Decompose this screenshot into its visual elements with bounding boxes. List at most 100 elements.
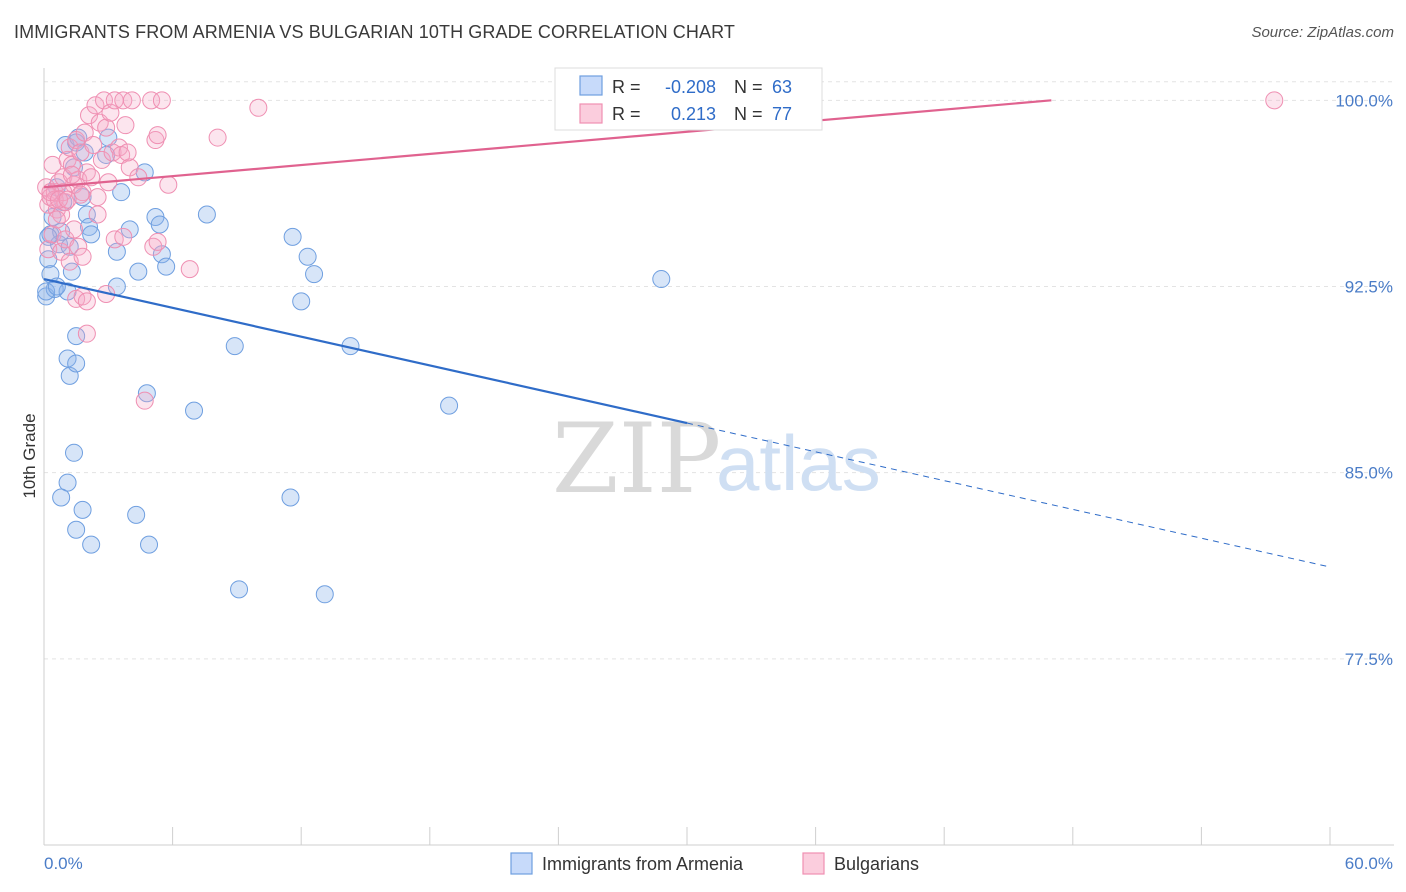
y-axis-label: 10th Grade xyxy=(20,413,39,498)
point-armenia xyxy=(129,262,148,281)
stats-n-value-2: 77 xyxy=(772,104,792,124)
trendline-bulgarians xyxy=(43,99,1052,189)
point-armenia xyxy=(67,354,86,373)
point-bulgarians xyxy=(116,116,135,135)
point-armenia xyxy=(58,473,77,492)
stats-n-value-1: 63 xyxy=(772,77,792,97)
watermark-atlas: atlas xyxy=(716,419,881,507)
point-bulgarians xyxy=(1265,91,1284,110)
x-tick-label-min: 0.0% xyxy=(44,854,83,873)
trend-lines xyxy=(43,99,1331,568)
point-armenia xyxy=(150,215,169,234)
point-bulgarians xyxy=(88,205,107,224)
stats-r-value-1: -0.208 xyxy=(665,77,716,97)
watermark-zip: ZIP xyxy=(552,403,721,515)
point-armenia xyxy=(225,337,244,356)
point-bulgarians xyxy=(159,175,178,194)
point-armenia xyxy=(73,188,92,207)
point-bulgarians xyxy=(86,96,105,115)
watermark: ZIP atlas xyxy=(552,403,881,515)
point-bulgarians xyxy=(47,210,66,229)
point-bulgarians xyxy=(77,324,96,343)
y-tick-label: 77.5% xyxy=(1345,650,1393,669)
point-bulgarians xyxy=(88,188,107,207)
legend: Immigrants from Armenia Bulgarians xyxy=(510,852,919,875)
point-armenia xyxy=(652,270,671,289)
grid-lines xyxy=(44,81,1394,660)
point-bulgarians xyxy=(58,190,77,209)
point-armenia xyxy=(82,535,101,554)
point-bulgarians xyxy=(249,98,268,117)
point-bulgarians xyxy=(65,220,84,239)
point-armenia xyxy=(440,396,459,415)
stats-box: R = -0.208 N = 63 R = 0.213 N = 77 xyxy=(554,67,823,131)
point-bulgarians xyxy=(148,126,167,145)
legend-swatch-armenia xyxy=(510,852,533,875)
point-bulgarians xyxy=(142,91,161,110)
stats-r-value-2: 0.213 xyxy=(671,104,716,124)
point-bulgarians xyxy=(84,136,103,155)
x-tick-label-max: 60.0% xyxy=(1345,854,1393,873)
point-armenia xyxy=(298,247,317,266)
point-bulgarians xyxy=(62,165,81,184)
point-armenia xyxy=(65,443,84,462)
point-bulgarians xyxy=(114,227,133,246)
point-armenia xyxy=(67,327,86,346)
y-tick-label: 92.5% xyxy=(1345,278,1393,297)
point-bulgarians xyxy=(80,106,99,125)
point-bulgarians xyxy=(180,260,199,279)
y-tick-labels: 100.0% 92.5% 85.0% 77.5% xyxy=(1335,91,1393,668)
point-bulgarians xyxy=(122,91,141,110)
point-armenia xyxy=(52,488,71,507)
point-armenia xyxy=(140,535,159,554)
chart-title: IMMIGRANTS FROM ARMENIA VS BULGARIAN 10T… xyxy=(14,22,735,42)
point-bulgarians xyxy=(75,123,94,142)
stats-swatch-blue xyxy=(579,75,603,96)
point-armenia xyxy=(230,580,249,599)
point-bulgarians xyxy=(152,91,171,110)
point-armenia xyxy=(80,217,99,236)
trendline-armenia xyxy=(43,277,688,425)
point-bulgarians xyxy=(97,118,116,137)
point-armenia xyxy=(283,227,302,246)
point-bulgarians xyxy=(118,143,137,162)
point-armenia xyxy=(37,282,56,301)
y-tick-label: 100.0% xyxy=(1335,91,1393,110)
stats-swatch-pink xyxy=(579,103,603,124)
point-armenia xyxy=(197,205,216,224)
point-armenia xyxy=(137,384,156,403)
legend-label-bulgarians: Bulgarians xyxy=(834,854,919,874)
point-armenia xyxy=(67,520,86,539)
point-armenia xyxy=(112,183,131,202)
point-bulgarians xyxy=(148,232,167,251)
point-armenia xyxy=(157,257,176,276)
point-bulgarians xyxy=(77,292,96,311)
point-bulgarians xyxy=(110,138,129,157)
point-armenia xyxy=(292,292,311,311)
point-bulgarians xyxy=(92,150,111,169)
point-armenia xyxy=(185,401,204,420)
stats-r-label-1: R = xyxy=(612,77,641,97)
point-armenia xyxy=(120,220,139,239)
point-bulgarians xyxy=(82,168,101,187)
point-armenia xyxy=(127,505,146,524)
point-bulgarians xyxy=(135,391,154,410)
point-armenia xyxy=(58,349,77,368)
point-bulgarians xyxy=(60,138,79,157)
y-tick-label: 85.0% xyxy=(1345,464,1393,483)
data-points xyxy=(37,91,1284,604)
stats-n-label-2: N = xyxy=(734,104,763,124)
point-bulgarians xyxy=(73,247,92,266)
source-label: Source: ZipAtlas.com xyxy=(1251,24,1394,41)
point-armenia xyxy=(281,488,300,507)
point-bulgarians xyxy=(208,128,227,147)
legend-swatch-bulgarians xyxy=(802,852,825,875)
stats-n-label-1: N = xyxy=(734,77,763,97)
point-armenia xyxy=(73,500,92,519)
stats-r-label-2: R = xyxy=(612,104,641,124)
point-bulgarians xyxy=(69,237,88,256)
x-tick-labels: 0.0% 60.0% xyxy=(44,854,1393,873)
legend-label-armenia: Immigrants from Armenia xyxy=(542,854,744,874)
point-armenia xyxy=(315,585,334,604)
